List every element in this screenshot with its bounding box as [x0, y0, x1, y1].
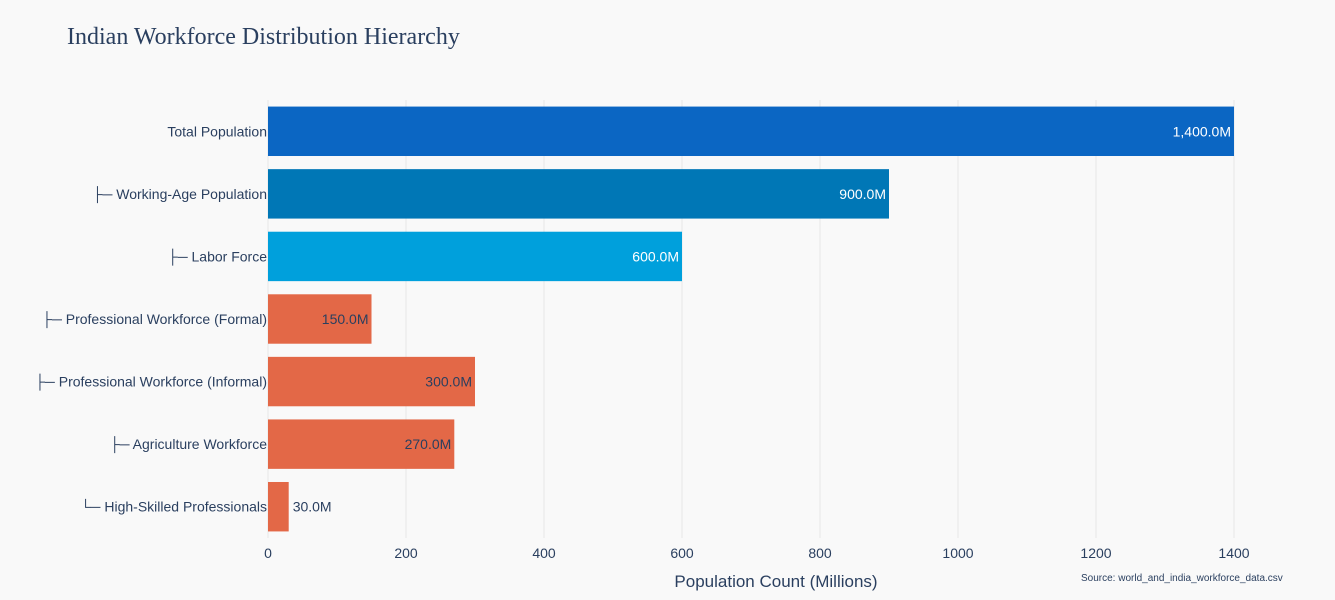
y-category-label: ├─ Professional Workforce (Informal) — [35, 374, 267, 392]
y-category-label: └─ High-Skilled Professionals — [81, 499, 267, 515]
x-tick-label: 1400 — [1218, 545, 1249, 561]
bar — [268, 294, 372, 344]
bar — [268, 169, 889, 219]
y-category-label: ├─ Working-Age Population — [93, 186, 267, 204]
x-axis-title: Population Count (Millions) — [674, 572, 877, 591]
bar-value-label: 270.0M — [405, 436, 452, 452]
y-category-label: Total Population — [167, 123, 267, 139]
bar — [268, 231, 682, 282]
x-tick-label: 1000 — [942, 545, 973, 561]
bar-value-label: 30.0M — [293, 499, 332, 515]
bar — [268, 356, 475, 407]
bar — [268, 481, 289, 532]
x-tick-label: 400 — [532, 545, 556, 561]
x-tick-label: 0 — [264, 545, 272, 561]
y-category-label: ├─ Agriculture Workforce — [110, 436, 268, 454]
x-tick-label: 800 — [808, 545, 832, 561]
y-category-label: ├─ Labor Force — [168, 248, 267, 266]
bar-value-label: 300.0M — [425, 374, 472, 390]
x-tick-label: 600 — [670, 545, 694, 561]
x-tick-label: 200 — [394, 545, 418, 561]
bar-value-label: 1,400.0M — [1173, 123, 1231, 139]
source-note: Source: world_and_india_workforce_data.c… — [1081, 573, 1283, 584]
bar — [268, 106, 1234, 157]
x-tick-label: 1200 — [1080, 545, 1111, 561]
bar-value-label: 600.0M — [632, 248, 679, 264]
bar — [268, 419, 455, 469]
bar-value-label: 900.0M — [839, 186, 886, 202]
y-category-label: ├─ Professional Workforce (Formal) — [42, 311, 267, 329]
bar-value-label: 150.0M — [322, 311, 369, 327]
chart-title: Indian Workforce Distribution Hierarchy — [67, 24, 460, 50]
